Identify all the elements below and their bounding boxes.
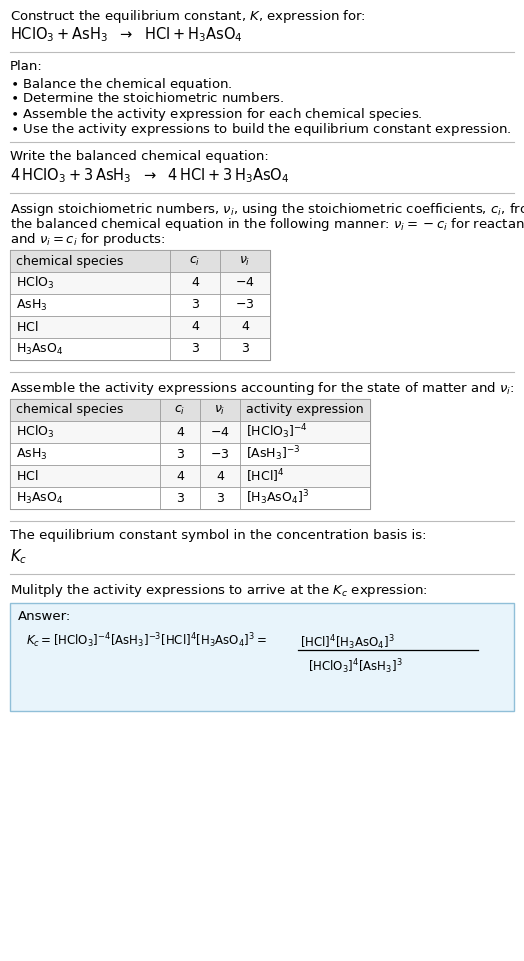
Text: 3: 3 — [176, 491, 184, 505]
Bar — [10, 399, 370, 509]
Text: $\nu_i$: $\nu_i$ — [239, 255, 250, 267]
Text: Plan:: Plan: — [10, 60, 43, 73]
Text: the balanced chemical equation in the following manner: $\nu_i = -c_i$ for react: the balanced chemical equation in the fo… — [10, 216, 524, 233]
Text: Answer:: Answer: — [18, 610, 71, 623]
Text: 4: 4 — [176, 426, 184, 438]
Text: $c_i$: $c_i$ — [189, 255, 201, 267]
Text: $[\mathrm{H_3AsO_4}]^{3}$: $[\mathrm{H_3AsO_4}]^{3}$ — [246, 488, 309, 507]
Text: 3: 3 — [176, 448, 184, 460]
Bar — [10, 465, 370, 487]
Text: $\bullet$ Determine the stoichiometric numbers.: $\bullet$ Determine the stoichiometric n… — [10, 91, 285, 105]
Text: $[\mathrm{HClO_3}]^4[\mathrm{AsH_3}]^3$: $[\mathrm{HClO_3}]^4[\mathrm{AsH_3}]^3$ — [308, 657, 402, 676]
Text: $\mathrm{H_3AsO_4}$: $\mathrm{H_3AsO_4}$ — [16, 490, 63, 505]
Text: $4\,\mathrm{HClO_3} + 3\,\mathrm{AsH_3}$  $\rightarrow$  $4\,\mathrm{HCl} + 3\,\: $4\,\mathrm{HClO_3} + 3\,\mathrm{AsH_3}$… — [10, 166, 289, 185]
Text: $\mathrm{H_3AsO_4}$: $\mathrm{H_3AsO_4}$ — [16, 341, 63, 357]
Text: 3: 3 — [191, 299, 199, 311]
Text: $[\mathrm{AsH_3}]^{-3}$: $[\mathrm{AsH_3}]^{-3}$ — [246, 445, 301, 463]
Bar — [10, 603, 514, 711]
Bar — [10, 250, 270, 360]
Text: $\mathrm{AsH_3}$: $\mathrm{AsH_3}$ — [16, 447, 48, 461]
Bar — [10, 316, 270, 338]
Text: $\mathrm{HClO_3}$: $\mathrm{HClO_3}$ — [16, 275, 54, 291]
Text: $\mathrm{AsH_3}$: $\mathrm{AsH_3}$ — [16, 298, 48, 312]
Text: $-4$: $-4$ — [235, 277, 255, 289]
Text: and $\nu_i = c_i$ for products:: and $\nu_i = c_i$ for products: — [10, 231, 166, 248]
Bar — [10, 272, 270, 294]
Bar — [10, 421, 370, 443]
Text: $-3$: $-3$ — [210, 448, 230, 460]
Text: $\bullet$ Assemble the activity expression for each chemical species.: $\bullet$ Assemble the activity expressi… — [10, 106, 423, 123]
Text: 4: 4 — [191, 321, 199, 333]
Text: $\bullet$ Balance the chemical equation.: $\bullet$ Balance the chemical equation. — [10, 76, 233, 93]
Bar — [10, 294, 270, 316]
Text: $[\mathrm{HCl}]^{4}$: $[\mathrm{HCl}]^{4}$ — [246, 467, 285, 484]
Text: The equilibrium constant symbol in the concentration basis is:: The equilibrium constant symbol in the c… — [10, 529, 427, 542]
Text: $K_c = [\mathrm{HClO_3}]^{-4}[\mathrm{AsH_3}]^{-3}[\mathrm{HCl}]^4[\mathrm{H_3As: $K_c = [\mathrm{HClO_3}]^{-4}[\mathrm{As… — [26, 631, 267, 650]
Text: Write the balanced chemical equation:: Write the balanced chemical equation: — [10, 150, 269, 163]
Text: $\mathrm{HClO_3} + \mathrm{AsH_3}$  $\rightarrow$  $\mathrm{HCl} + \mathrm{H_3As: $\mathrm{HClO_3} + \mathrm{AsH_3}$ $\rig… — [10, 25, 243, 43]
Text: 4: 4 — [241, 321, 249, 333]
Text: $c_i$: $c_i$ — [174, 404, 185, 416]
Text: 3: 3 — [216, 491, 224, 505]
Bar — [10, 487, 370, 509]
Text: 4: 4 — [191, 277, 199, 289]
Bar — [10, 399, 370, 421]
Text: $\bullet$ Use the activity expressions to build the equilibrium constant express: $\bullet$ Use the activity expressions t… — [10, 121, 511, 138]
Bar — [10, 443, 370, 465]
Text: $\mathrm{HCl}$: $\mathrm{HCl}$ — [16, 469, 38, 483]
Bar — [10, 338, 270, 360]
Text: $\nu_i$: $\nu_i$ — [214, 404, 226, 416]
Text: Assign stoichiometric numbers, $\nu_i$, using the stoichiometric coefficients, $: Assign stoichiometric numbers, $\nu_i$, … — [10, 201, 524, 218]
Text: 4: 4 — [216, 470, 224, 482]
Bar — [10, 250, 270, 272]
Text: $K_c$: $K_c$ — [10, 547, 27, 566]
Text: $[\mathrm{HClO_3}]^{-4}$: $[\mathrm{HClO_3}]^{-4}$ — [246, 423, 308, 441]
Text: Mulitply the activity expressions to arrive at the $K_c$ expression:: Mulitply the activity expressions to arr… — [10, 582, 428, 599]
Text: Assemble the activity expressions accounting for the state of matter and $\nu_i$: Assemble the activity expressions accoun… — [10, 380, 515, 397]
Text: $[\mathrm{HCl}]^4[\mathrm{H_3AsO_4}]^3$: $[\mathrm{HCl}]^4[\mathrm{H_3AsO_4}]^3$ — [300, 633, 395, 652]
Text: 3: 3 — [241, 342, 249, 356]
Text: Construct the equilibrium constant, $K$, expression for:: Construct the equilibrium constant, $K$,… — [10, 8, 366, 25]
Text: $-3$: $-3$ — [235, 299, 255, 311]
Text: $-4$: $-4$ — [210, 426, 230, 438]
Text: 3: 3 — [191, 342, 199, 356]
Text: $\mathrm{HCl}$: $\mathrm{HCl}$ — [16, 320, 38, 334]
Text: chemical species: chemical species — [16, 404, 123, 416]
Text: $\mathrm{HClO_3}$: $\mathrm{HClO_3}$ — [16, 424, 54, 440]
Text: chemical species: chemical species — [16, 255, 123, 267]
Text: 4: 4 — [176, 470, 184, 482]
Text: activity expression: activity expression — [246, 404, 364, 416]
